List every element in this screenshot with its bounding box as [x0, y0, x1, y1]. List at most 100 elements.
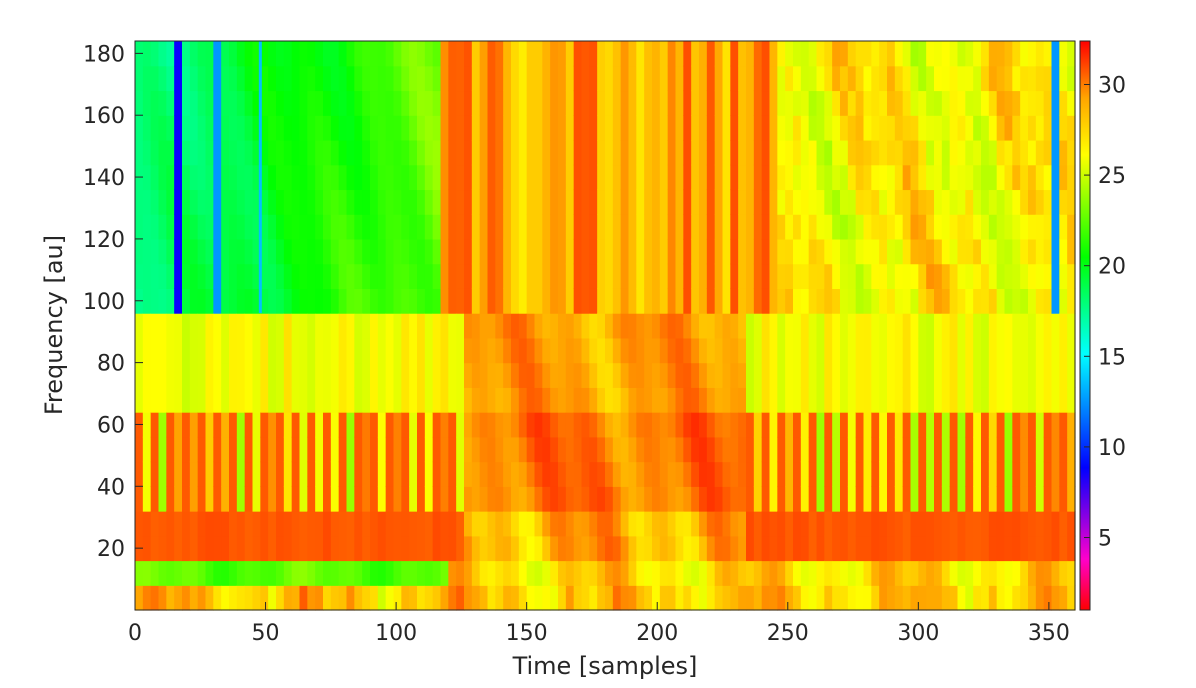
- heatmap-cell: [479, 387, 489, 413]
- heatmap-cell: [793, 189, 802, 215]
- heatmap-cell: [565, 263, 575, 289]
- heatmap-cell: [652, 238, 661, 265]
- heatmap-cell: [683, 436, 692, 463]
- heatmap-cell: [354, 115, 363, 141]
- heatmap-cell: [401, 486, 410, 512]
- heatmap-cell: [1028, 486, 1037, 512]
- heatmap-cell: [236, 313, 246, 339]
- heatmap-cell: [879, 585, 888, 611]
- heatmap-cell: [236, 139, 246, 166]
- heatmap-cell: [479, 461, 489, 487]
- heatmap-cell: [174, 214, 183, 240]
- heatmap-cell: [894, 585, 904, 611]
- heatmap-cell: [1043, 214, 1053, 240]
- heatmap-cells: [135, 41, 1076, 611]
- heatmap-cell: [738, 214, 747, 240]
- heatmap-cell: [1059, 387, 1068, 413]
- heatmap-cell: [307, 387, 316, 413]
- heatmap-cell: [354, 412, 363, 438]
- heatmap-cell: [973, 189, 982, 215]
- heatmap-cell: [464, 263, 473, 289]
- heatmap-cell: [761, 535, 771, 562]
- heatmap-cell: [150, 362, 160, 388]
- heatmap-cell: [785, 139, 794, 166]
- heatmap-cell: [174, 362, 183, 388]
- heatmap-cell: [417, 362, 426, 388]
- heatmap-cell: [644, 313, 653, 339]
- heatmap-cell: [315, 585, 324, 611]
- heatmap-cell: [691, 41, 700, 67]
- heatmap-cell: [644, 164, 653, 191]
- heatmap-cell: [558, 238, 567, 265]
- heatmap-cell: [973, 65, 982, 92]
- heatmap-cell: [158, 337, 167, 364]
- heatmap-cell: [150, 511, 160, 537]
- heatmap-cell: [456, 189, 465, 215]
- heatmap-cell: [424, 511, 434, 537]
- heatmap-cell: [135, 90, 144, 116]
- heatmap-cell: [135, 511, 144, 537]
- heatmap-cell: [189, 263, 199, 289]
- heatmap-cell: [558, 115, 567, 141]
- heatmap-cell: [573, 337, 583, 364]
- heatmap-cell: [189, 214, 199, 240]
- heatmap-cell: [730, 362, 739, 388]
- heatmap-cell: [636, 214, 645, 240]
- heatmap-cell: [1028, 511, 1037, 537]
- heatmap-cell: [268, 486, 277, 512]
- heatmap-cell: [636, 90, 645, 116]
- heatmap-cell: [1020, 535, 1029, 562]
- heatmap-cell: [965, 313, 974, 339]
- heatmap-cell: [605, 189, 614, 215]
- heatmap-cell: [581, 189, 590, 215]
- heatmap-cell: [949, 164, 959, 191]
- heatmap-cell: [863, 288, 872, 314]
- heatmap-cell: [941, 238, 951, 265]
- heatmap-cell: [189, 535, 199, 562]
- heatmap-cell: [526, 511, 536, 537]
- heatmap-cell: [362, 436, 371, 463]
- heatmap-cell: [965, 511, 974, 537]
- heatmap-cell: [526, 115, 536, 141]
- heatmap-cell: [879, 263, 888, 289]
- heatmap-cell: [573, 362, 583, 388]
- heatmap-cell: [205, 115, 214, 141]
- heatmap-cell: [840, 511, 849, 537]
- heatmap-cell: [628, 139, 637, 166]
- heatmap-cell: [761, 362, 771, 388]
- heatmap-cell: [894, 238, 904, 265]
- heatmap-cell: [675, 412, 684, 438]
- heatmap-cell: [746, 41, 755, 67]
- heatmap-cell: [550, 115, 559, 141]
- heatmap-cell: [244, 115, 254, 141]
- heatmap-cell: [330, 535, 340, 562]
- heatmap-cell: [675, 387, 684, 413]
- heatmap-cell: [205, 560, 214, 586]
- heatmap-cell: [158, 313, 167, 339]
- heatmap-cell: [401, 41, 410, 67]
- heatmap-cell: [785, 461, 794, 487]
- heatmap-cell: [518, 214, 528, 240]
- heatmap-cell: [589, 461, 598, 487]
- heatmap-cell: [996, 238, 1006, 265]
- heatmap-cell: [706, 535, 716, 562]
- heatmap-cell: [965, 387, 974, 413]
- heatmap-cell: [424, 461, 434, 487]
- heatmap-cell: [487, 41, 496, 67]
- heatmap-cell: [229, 41, 238, 67]
- heatmap-cell: [518, 41, 528, 67]
- heatmap-cell: [213, 535, 222, 562]
- heatmap-cell: [526, 585, 536, 611]
- heatmap-cell: [941, 511, 951, 537]
- heatmap-cell: [362, 263, 371, 289]
- heatmap-cell: [393, 436, 402, 463]
- heatmap-cell: [158, 362, 167, 388]
- heatmap-cell: [620, 90, 630, 116]
- heatmap-cell: [871, 486, 880, 512]
- heatmap-cell: [205, 139, 214, 166]
- heatmap-cell: [957, 387, 966, 413]
- heatmap-cell: [236, 115, 246, 141]
- heatmap-cell: [1020, 387, 1029, 413]
- heatmap-cell: [683, 238, 692, 265]
- heatmap-cell: [652, 412, 661, 438]
